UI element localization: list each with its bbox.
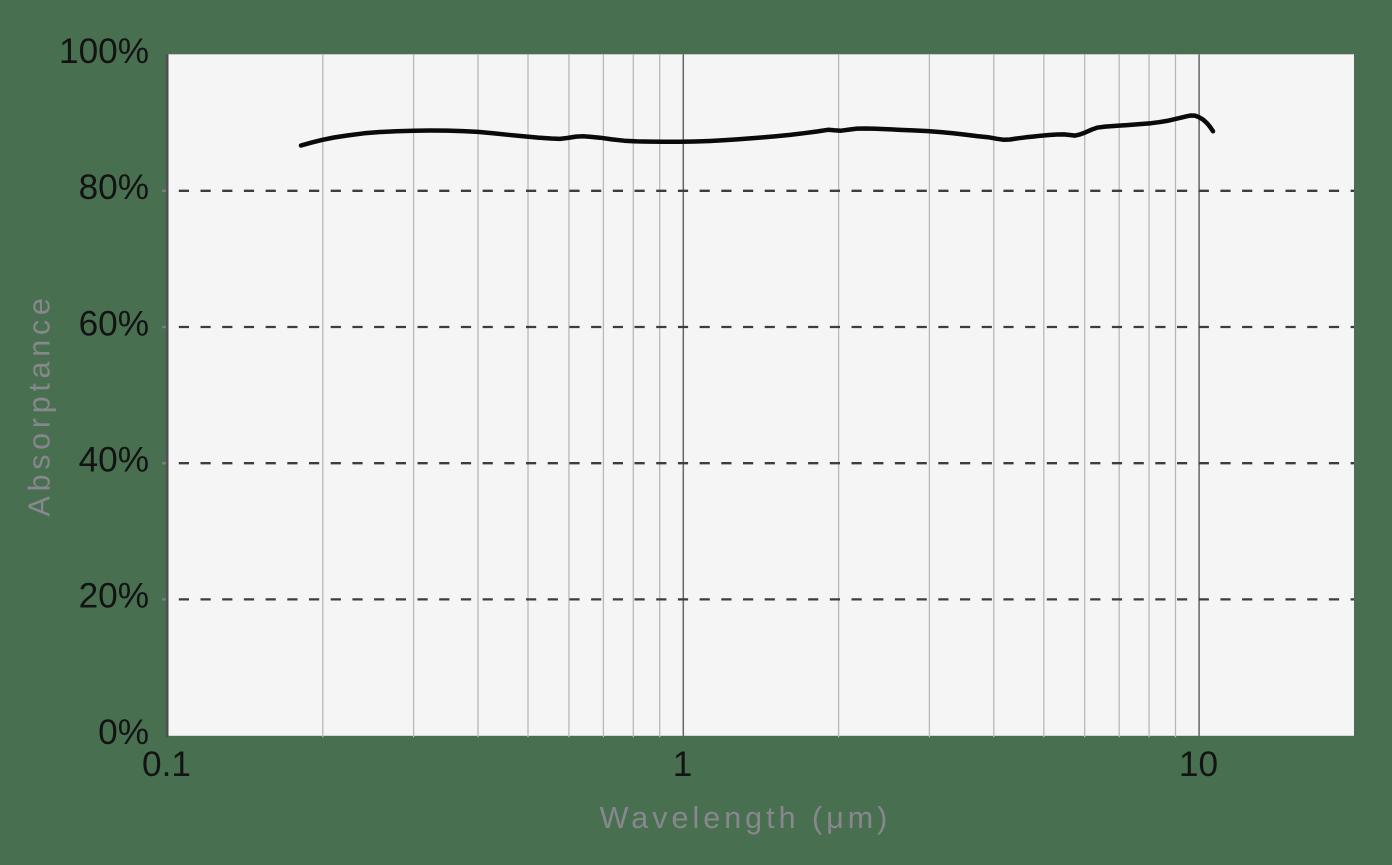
svg-text:80%: 80%: [79, 168, 149, 207]
svg-text:100%: 100%: [59, 32, 149, 71]
svg-text:40%: 40%: [79, 441, 149, 480]
svg-text:0%: 0%: [98, 713, 149, 752]
svg-text:1: 1: [673, 745, 693, 784]
svg-text:60%: 60%: [79, 304, 149, 343]
svg-text:Wavelength (μm): Wavelength (μm): [600, 801, 892, 835]
svg-text:0.1: 0.1: [142, 745, 191, 784]
svg-text:10: 10: [1179, 745, 1218, 784]
svg-text:Absorptance: Absorptance: [23, 294, 57, 517]
svg-text:20%: 20%: [79, 577, 149, 616]
